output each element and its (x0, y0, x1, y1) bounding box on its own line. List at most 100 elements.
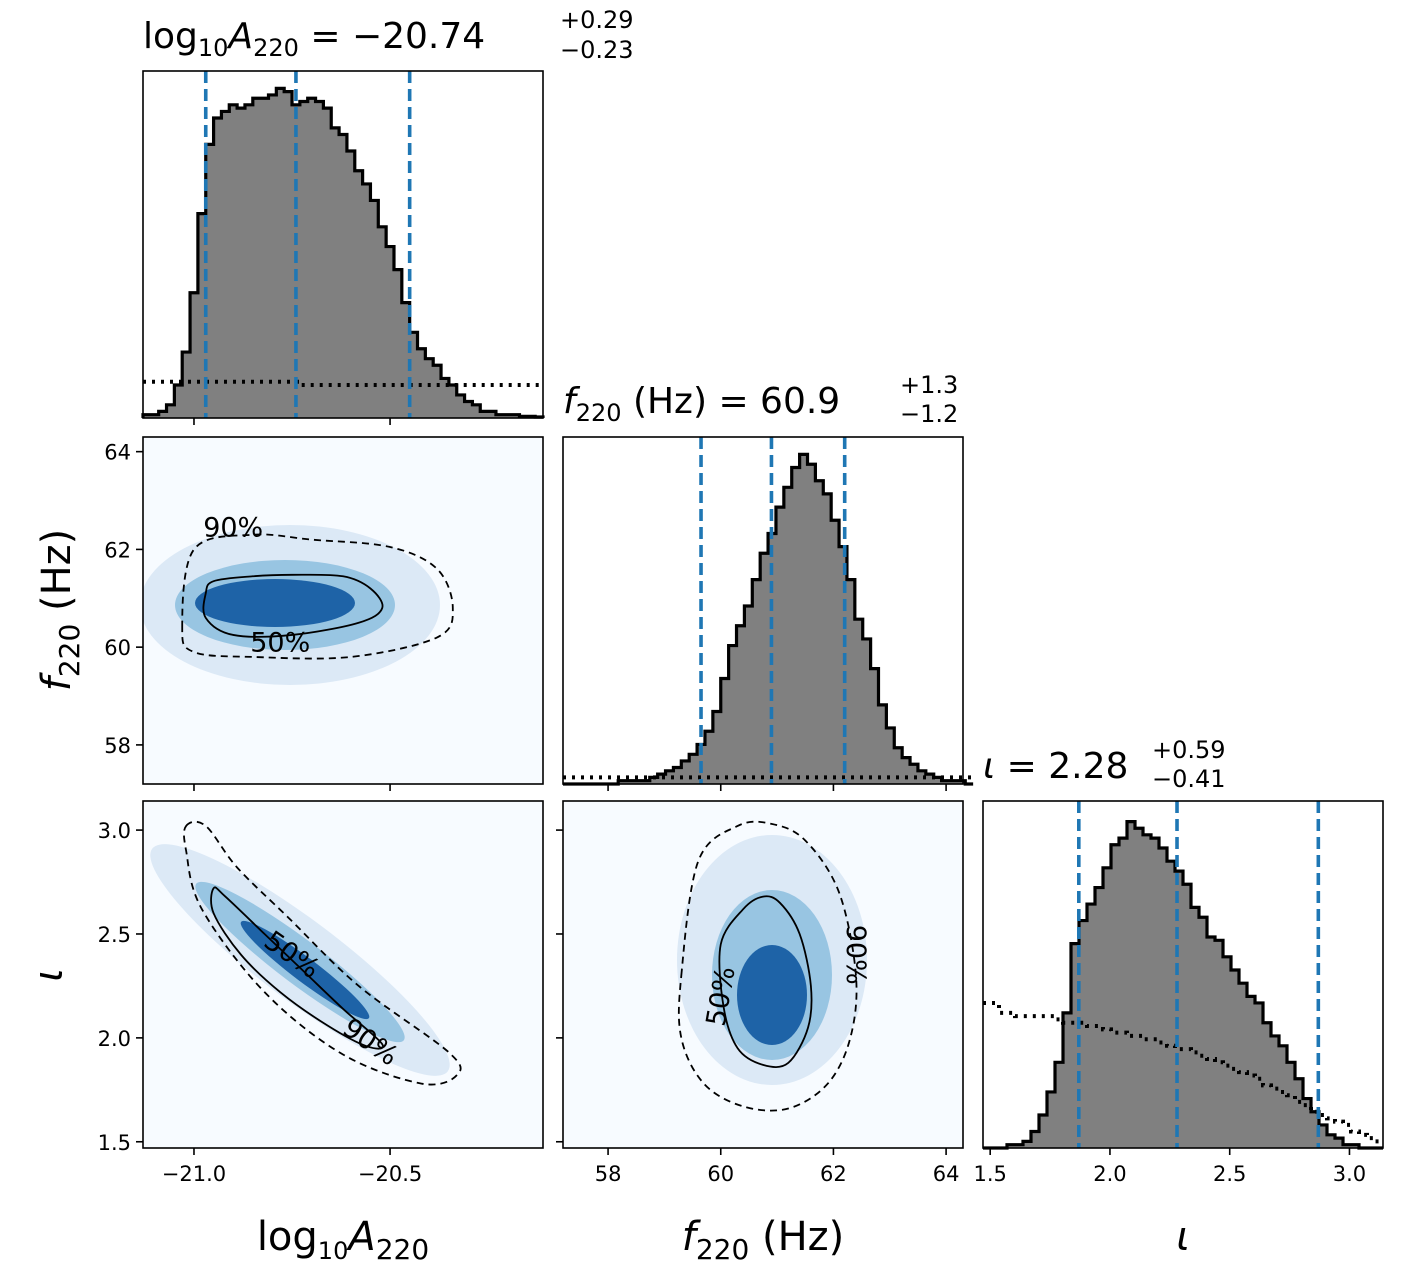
prior-line (983, 1000, 1383, 1144)
x-tick-label: 1.5 (973, 1162, 1006, 1186)
hist-bar (354, 170, 364, 418)
hist-bar (150, 414, 160, 418)
hist-bar (464, 401, 474, 418)
ylabel-f220: f220 (Hz) (34, 529, 86, 692)
hist-bar (1119, 838, 1128, 1148)
density-f220-vs-log10A220 (143, 525, 440, 685)
hist-bar (728, 645, 738, 784)
hist-bar (704, 731, 714, 784)
x-tick-label: 62 (820, 1162, 847, 1186)
x-tick-label: 64 (933, 1162, 960, 1186)
hist-bar (1279, 1045, 1288, 1148)
title-log10A220-minus: −0.23 (560, 36, 634, 64)
hist-bar (1071, 943, 1080, 1148)
hist-bar (807, 464, 816, 784)
hist-bar (917, 770, 927, 784)
hist-bar (941, 780, 951, 784)
hist-bar (378, 226, 387, 418)
hist-bar (480, 411, 489, 418)
hist-bar (839, 546, 848, 784)
hist-bar (346, 150, 356, 418)
panel-frame-iota-vs-log10A220 (142, 800, 544, 1149)
hist-bar (1319, 1124, 1328, 1148)
hist-bar (949, 780, 958, 784)
title-iota: ι = 2.28 (983, 746, 1128, 787)
hist-bar (878, 704, 887, 784)
x-tick-label: 3.0 (1333, 1162, 1366, 1186)
hist-bar (276, 88, 285, 418)
hist-bar (393, 269, 403, 418)
xlabel-f220: f220 (Hz) (682, 1214, 845, 1266)
hist-bar (472, 404, 481, 418)
hist-bar (886, 727, 895, 784)
hist-bar (649, 777, 659, 784)
hist-bar (331, 127, 340, 419)
hist-bar (1271, 1035, 1280, 1148)
density-core (240, 920, 370, 1020)
hist-bar (712, 711, 722, 784)
hist-bar (1087, 904, 1096, 1148)
hist-bar (1031, 1131, 1040, 1148)
hist-bar (268, 94, 277, 419)
x-tick-label: −21.0 (162, 1162, 226, 1186)
hist-bar (1183, 884, 1192, 1148)
hist-bar (1303, 1098, 1312, 1148)
hist-bar (1047, 1091, 1056, 1148)
hist-bar (831, 520, 840, 784)
contour-label-50: 50% (250, 627, 310, 658)
y-tick-label: 60 (104, 636, 131, 660)
hist-bar (1327, 1134, 1336, 1148)
density-core (195, 579, 355, 627)
panel-frame-hist-f220 (562, 436, 964, 785)
plot-marks: 50%90%50%90%50%90%−21.0 −20.5 58 60 62 64 1.5 2… (98, 71, 1383, 1186)
y-tick-label: 58 (104, 734, 131, 758)
hist-bar (299, 101, 309, 418)
hist-bar (752, 579, 761, 784)
hist-bar (815, 480, 824, 784)
hist-bar (1103, 867, 1112, 1148)
hist-bar (244, 104, 254, 419)
hist-bar (386, 246, 395, 418)
x-tick-label: 2.5 (1213, 1162, 1246, 1186)
density-iota-vs-f220 (677, 835, 867, 1085)
x-tick-label: −20.5 (358, 1162, 422, 1186)
contour-label-90: 90% (203, 512, 263, 543)
hist-bar (1055, 1062, 1064, 1148)
hist-bar (854, 619, 864, 784)
hist-bar (252, 98, 262, 418)
title-f220: f220 (Hz) = 60.9 (563, 381, 840, 427)
hist-bar (229, 104, 238, 419)
hist-bar (775, 507, 785, 784)
hist-bar (910, 764, 919, 784)
panel-frame-hist-log10A220 (142, 70, 544, 419)
hist-bar (1335, 1138, 1344, 1148)
hist-bar (689, 754, 698, 784)
hist-bar (495, 414, 505, 418)
contour-50 (718, 895, 813, 1068)
prior-line (143, 379, 543, 388)
hist-bar (641, 780, 651, 784)
x-tick-label: 58 (595, 1162, 622, 1186)
title-f220-minus: −1.2 (900, 400, 958, 428)
hist-log10A220 (141, 71, 545, 419)
title-iota-minus: −0.41 (1152, 765, 1226, 793)
density-core (737, 945, 807, 1045)
contour-90 (183, 820, 462, 1086)
hist-bar (190, 292, 199, 418)
hist-bar (925, 774, 935, 784)
hist-bar (433, 365, 442, 418)
panel-frame-iota-vs-f220 (562, 800, 964, 1149)
hist-bar (783, 487, 793, 784)
hist-bar (846, 579, 856, 784)
hist-bar (1287, 1062, 1296, 1148)
y-tick-label: 64 (104, 441, 131, 465)
title-iota-plus: +0.59 (1152, 736, 1226, 764)
y-tick-label: 3.0 (98, 819, 131, 843)
hist-bar (1207, 937, 1216, 1148)
contours-iota_vs_f220: 50%90% (677, 820, 871, 1112)
hist-bar (307, 98, 317, 418)
hist-f220 (563, 437, 974, 786)
hist-bar (339, 134, 348, 418)
y-tick-label: 62 (104, 538, 131, 562)
hist-bar (1191, 907, 1200, 1148)
